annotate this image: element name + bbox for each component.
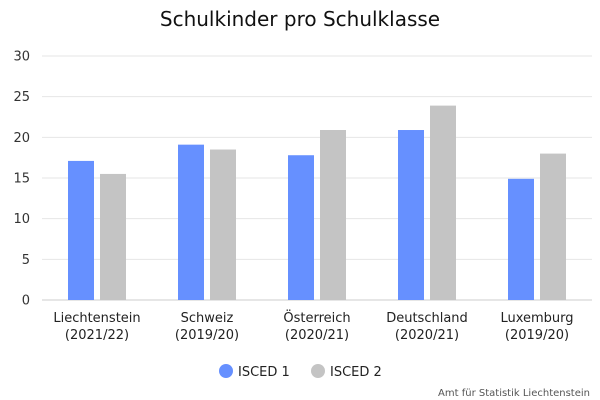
y-tick-label: 30	[13, 50, 30, 65]
bar-isced-2	[210, 149, 236, 300]
y-tick-label: 10	[13, 212, 30, 227]
x-axis-categories: Liechtenstein (2021/22) Schweiz (2019/20) Ös…	[53, 309, 573, 343]
bar-isced-1	[398, 130, 424, 300]
y-tick-label: 20	[13, 131, 30, 146]
category-label: Österreich	[283, 309, 350, 326]
bar-isced-2	[430, 105, 456, 300]
bars	[68, 105, 566, 300]
category-label: Deutschland	[386, 311, 468, 326]
y-tick-label: 25	[13, 90, 30, 105]
legend-swatch	[311, 364, 325, 378]
category-label: (2021/22)	[65, 328, 129, 343]
bar-isced-2	[320, 130, 346, 300]
gridlines	[42, 55, 592, 301]
category-label: Liechtenstein	[53, 311, 140, 326]
bar-isced-1	[288, 155, 314, 300]
y-tick-label: 15	[13, 172, 30, 187]
legend-label: ISCED 1	[238, 365, 290, 380]
y-tick-label: 5	[22, 253, 30, 268]
y-tick-label: 0	[22, 294, 30, 309]
bar-isced-1	[508, 178, 534, 300]
category-label: (2020/21)	[395, 328, 459, 343]
legend-item-isced-1: ISCED 1	[219, 364, 290, 380]
bar-isced-2	[540, 153, 566, 300]
y-axis-ticks: 0 5 10 15 20 25 30	[13, 50, 30, 309]
category-label: (2019/20)	[505, 328, 569, 343]
chart-title: Schulkinder pro Schulklasse	[160, 7, 440, 31]
legend-item-isced-2: ISCED 2	[311, 364, 382, 380]
legend-swatch	[219, 364, 233, 378]
legend: ISCED 1 ISCED 2	[219, 364, 382, 380]
bar-isced-2	[100, 173, 126, 300]
category-label: Luxemburg	[500, 311, 573, 326]
bar-isced-1	[68, 160, 94, 300]
legend-label: ISCED 2	[330, 365, 382, 380]
bar-isced-1	[178, 144, 204, 300]
category-label: Schweiz	[181, 311, 234, 326]
category-label: (2019/20)	[175, 328, 239, 343]
source-note: Amt für Statistik Liechtenstein	[438, 388, 590, 399]
category-label: (2020/21)	[285, 328, 349, 343]
